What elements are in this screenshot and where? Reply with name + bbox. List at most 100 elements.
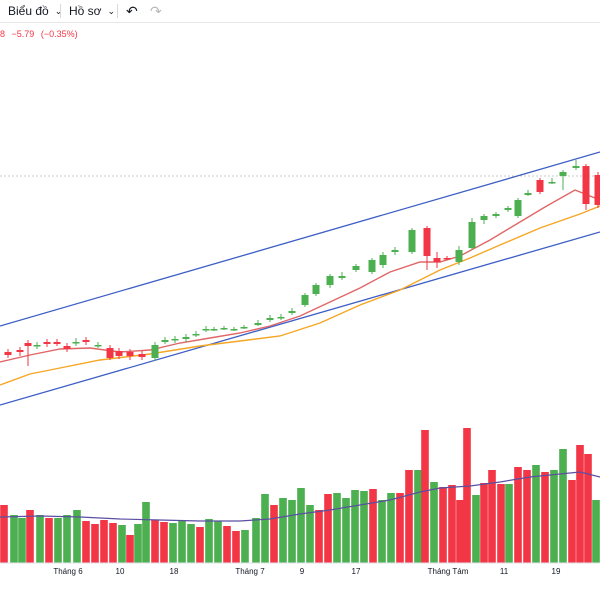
candle-body <box>171 339 179 341</box>
candle-body <box>220 328 228 330</box>
candle-body <box>524 193 532 195</box>
volume-bar <box>214 521 222 563</box>
candle-body <box>433 258 441 262</box>
candle-body <box>536 180 544 192</box>
candle-body <box>277 317 285 319</box>
time-axis: Tháng 6 10 18 Tháng 7 9 17 Tháng Tám 11 19 <box>0 562 600 576</box>
volume-bar <box>514 467 522 563</box>
volume-bar <box>142 502 150 563</box>
volume-bar <box>532 465 540 563</box>
candlesticks <box>4 160 600 366</box>
volume-bar <box>91 524 99 563</box>
volume-bar <box>448 485 456 563</box>
volume-bar <box>378 500 386 563</box>
candle-body <box>352 266 360 270</box>
candle-body <box>138 354 146 357</box>
volume-bar <box>421 430 429 563</box>
moving-average-fast <box>0 189 600 363</box>
chart-menu-button[interactable]: Biểu đồ ⌄ <box>8 2 62 20</box>
candle-body <box>455 250 463 262</box>
candle-body <box>301 295 309 305</box>
volume-bars <box>0 428 600 563</box>
volume-bar <box>324 494 332 563</box>
candle-body <box>126 352 134 356</box>
volume-bar <box>54 518 62 563</box>
candle-body <box>266 318 274 320</box>
legend-value: 8 <box>0 29 6 39</box>
candle-body <box>43 342 51 344</box>
price-change-legend: 8 −5.79 (−0.35%) <box>0 29 82 39</box>
volume-bar <box>387 493 395 563</box>
volume-bar <box>270 505 278 563</box>
time-axis-tick-label: 9 <box>300 567 305 576</box>
candle-body <box>514 200 522 216</box>
volume-bar <box>26 510 34 563</box>
volume-bar <box>187 524 195 563</box>
volume-bar <box>351 490 359 563</box>
volume-bar <box>541 472 549 563</box>
candle-body <box>94 345 102 347</box>
price-chart[interactable]: Tháng 6 10 18 Tháng 7 9 17 Tháng Tám 11 19 <box>0 22 600 600</box>
candle-body <box>391 250 399 252</box>
volume-bar <box>160 522 168 563</box>
candle-body <box>202 329 210 331</box>
chevron-down-icon: ⌄ <box>54 5 63 16</box>
candle-body <box>492 214 500 216</box>
volume-bar <box>297 488 305 563</box>
volume-bar <box>439 487 447 563</box>
volume-bar <box>178 520 186 563</box>
volume-bar <box>315 510 323 563</box>
legend-change: −5.79 <box>11 29 35 39</box>
candle-body <box>24 343 32 346</box>
candle-body <box>16 350 24 352</box>
volume-bar <box>550 470 558 563</box>
candle-body <box>594 175 600 205</box>
profile-menu-button[interactable]: Hồ sơ ⌄ <box>69 2 115 20</box>
candle-body <box>379 255 387 265</box>
volume-bar <box>241 530 249 563</box>
chart-toolbar: Biểu đồ ⌄ Hồ sơ ⌄ ↶ ↷ <box>0 0 600 23</box>
candle-body <box>161 340 169 342</box>
candle-body <box>151 345 159 358</box>
volume-bar <box>109 523 117 563</box>
volume-bar <box>82 521 90 563</box>
channel-lower-line <box>0 231 600 406</box>
candle-body <box>326 276 334 285</box>
volume-bar <box>497 484 505 563</box>
time-axis-tick-label: 11 <box>500 567 509 576</box>
volume-bar <box>118 525 126 563</box>
volume-bar <box>333 493 341 563</box>
candle-body <box>423 228 431 256</box>
toolbar-divider <box>117 4 118 18</box>
volume-bar <box>480 483 488 563</box>
volume-bar <box>0 505 8 563</box>
volume-bar <box>430 482 438 563</box>
volume-bar <box>223 526 231 563</box>
candle-body <box>338 276 346 278</box>
candle-body <box>63 346 71 349</box>
volume-bar <box>36 515 44 563</box>
volume-bar <box>100 520 108 563</box>
volume-bar <box>576 445 584 563</box>
candle-body <box>72 342 80 344</box>
candle-body <box>408 230 416 252</box>
volume-bar <box>205 519 213 563</box>
volume-bar <box>73 510 81 563</box>
volume-bar <box>288 500 296 563</box>
candle-body <box>312 285 320 294</box>
candle-body <box>468 222 476 248</box>
redo-icon[interactable]: ↷ <box>150 2 162 19</box>
candle-body <box>230 329 238 331</box>
volume-bar <box>584 454 592 563</box>
candle-body <box>106 348 114 358</box>
toolbar-divider <box>60 4 61 18</box>
moving-averages <box>0 189 600 386</box>
candle-body <box>582 166 590 204</box>
time-axis-tick-label: Tháng 6 <box>53 567 83 576</box>
volume-bar <box>369 489 377 563</box>
candle-body <box>240 327 248 329</box>
undo-icon[interactable]: ↶ <box>126 2 138 19</box>
volume-bar <box>472 495 480 563</box>
volume-bar <box>463 428 471 563</box>
candle-body <box>115 351 123 356</box>
